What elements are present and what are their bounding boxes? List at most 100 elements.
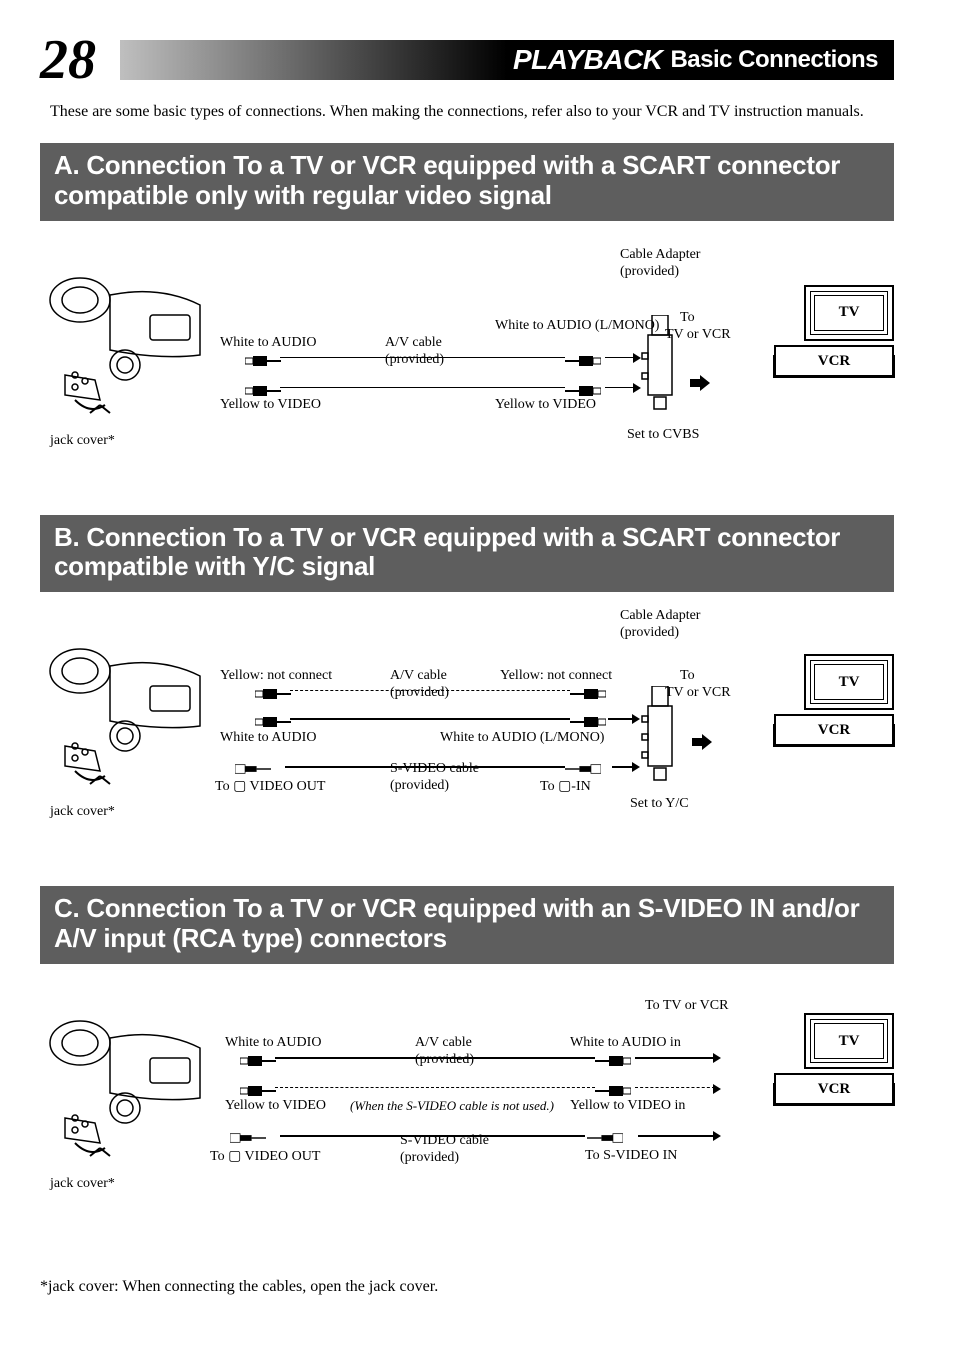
page-number: 28 (40, 28, 120, 92)
plug-icon (570, 686, 606, 696)
to-label: To (680, 310, 695, 326)
yellow-not-connect-label: Yellow: not connect (220, 668, 332, 684)
set-yc-label: Set to Y/C (630, 796, 689, 812)
page-header: 28 PLAYBACK Basic Connections (40, 30, 894, 90)
diagram-b: jack cover* Yellow: not connect White to… (40, 606, 894, 846)
cable-adapter-label: Cable Adapter (620, 247, 700, 263)
jack-cover-label: jack cover* (50, 804, 115, 820)
tv-vcr-label: TV or VCR (665, 327, 731, 343)
tv-box: TV (804, 1013, 894, 1069)
jack-cover-label: jack cover* (50, 1176, 115, 1192)
vcr-box: VCR (774, 1073, 894, 1105)
svideo-note-label: (When the S-VIDEO cable is not used.) (350, 1098, 554, 1114)
section-c-bar: C. Connection To a TV or VCR equipped wi… (40, 886, 894, 964)
yellow-video-label: Yellow to VIDEO (220, 397, 321, 413)
tv-box: TV (804, 285, 894, 341)
cable-line (275, 1057, 595, 1059)
svideo-plug-icon (565, 761, 601, 771)
plug-icon (255, 686, 291, 696)
white-audio-lmono-label: White to AUDIO (L/MONO) (440, 730, 604, 746)
diagram-a: jack cover* White to AUDIO Yellow to VID… (40, 235, 894, 475)
plug-icon (570, 714, 606, 724)
tv-vcr-label: TV or VCR (665, 685, 731, 701)
yellow-video-in-label: Yellow to VIDEO in (570, 1098, 685, 1114)
plug-icon (255, 714, 291, 724)
to-in-label: To ▢-IN (540, 778, 591, 795)
plug-icon (240, 1053, 276, 1063)
tv-vcr-group: TV VCR (774, 654, 894, 746)
cable-line (605, 387, 635, 389)
tv-vcr-group: TV VCR (774, 1013, 894, 1105)
cable-line (605, 357, 635, 359)
provided-label: (provided) (390, 778, 449, 794)
provided-label: (provided) (400, 1150, 459, 1166)
diagram-c: jack cover* White to AUDIO Yellow to VID… (40, 978, 894, 1218)
av-cable-label: A/V cable (415, 1035, 472, 1051)
camcorder-icon (40, 265, 220, 425)
section-a-bar: A. Connection To a TV or VCR equipped wi… (40, 143, 894, 221)
yellow-video-label: Yellow to VIDEO (225, 1098, 326, 1114)
plug-icon (565, 383, 601, 393)
provided-label: (provided) (415, 1052, 474, 1068)
plug-icon (595, 1053, 631, 1063)
to-tv-or-vcr-label: To TV or VCR (645, 998, 728, 1014)
section-c-title: C. Connection To a TV or VCR equipped wi… (54, 894, 880, 954)
yellow-not-connect-label: Yellow: not connect (500, 668, 612, 684)
cable-line (290, 718, 570, 720)
vcr-box: VCR (774, 345, 894, 377)
header-bar: PLAYBACK Basic Connections (120, 40, 894, 80)
cable-line (280, 1135, 585, 1137)
plug-icon (245, 383, 281, 393)
provided-label: (provided) (620, 264, 679, 280)
provided-label: (provided) (620, 625, 679, 641)
vcr-box: VCR (774, 714, 894, 746)
header-subtitle: Basic Connections (670, 46, 878, 74)
cable-line (608, 718, 634, 720)
white-audio-label: White to AUDIO (220, 335, 316, 351)
cable-line (638, 1135, 715, 1137)
arrow-icon (690, 375, 710, 391)
cable-line (285, 766, 565, 768)
cable-line (280, 357, 565, 359)
svideo-plug-icon (230, 1130, 266, 1140)
svideo-plug-icon (235, 761, 271, 771)
cable-line (635, 1057, 715, 1059)
yellow-video-label: Yellow to VIDEO (495, 397, 596, 413)
arrow-icon (692, 734, 712, 750)
svideo-cable-label: S-VIDEO cable (390, 761, 479, 777)
provided-label: (provided) (390, 685, 449, 701)
header-title: PLAYBACK (513, 44, 662, 76)
plug-icon (595, 1083, 631, 1093)
camcorder-icon (40, 1008, 220, 1168)
white-audio-label: White to AUDIO (220, 730, 316, 746)
cable-line (290, 690, 570, 691)
section-b-bar: B. Connection To a TV or VCR equipped wi… (40, 515, 894, 593)
tv-box: TV (804, 654, 894, 710)
section-b-title: B. Connection To a TV or VCR equipped wi… (54, 523, 880, 583)
cable-line (612, 766, 634, 768)
cable-line (275, 1087, 595, 1088)
cable-adapter-label: Cable Adapter (620, 608, 700, 624)
intro-text: These are some basic types of connection… (40, 102, 894, 123)
white-audio-lmono-label: White to AUDIO (L/MONO) (495, 318, 635, 334)
white-audio-in-label: White to AUDIO in (570, 1035, 681, 1051)
camcorder-icon (40, 636, 220, 796)
to-video-out-label: To ▢ VIDEO OUT (210, 1148, 320, 1165)
plug-icon (240, 1083, 276, 1093)
provided-label: (provided) (385, 352, 444, 368)
plug-icon (245, 353, 281, 363)
to-label: To (680, 668, 695, 684)
plug-icon (565, 353, 601, 363)
jack-cover-label: jack cover* (50, 433, 115, 449)
section-a-title: A. Connection To a TV or VCR equipped wi… (54, 151, 880, 211)
cable-adapter-icon (640, 686, 680, 786)
cable-line (280, 387, 565, 389)
svideo-plug-icon (587, 1130, 623, 1140)
cable-line (635, 1087, 715, 1088)
footnote: *jack cover: When connecting the cables,… (40, 1278, 894, 1296)
to-svideo-in-label: To S-VIDEO IN (585, 1148, 677, 1164)
to-video-out-label: To ▢ VIDEO OUT (215, 778, 325, 795)
tv-vcr-group: TV VCR (774, 285, 894, 377)
white-audio-label: White to AUDIO (225, 1035, 321, 1051)
av-cable-label: A/V cable (390, 668, 447, 684)
